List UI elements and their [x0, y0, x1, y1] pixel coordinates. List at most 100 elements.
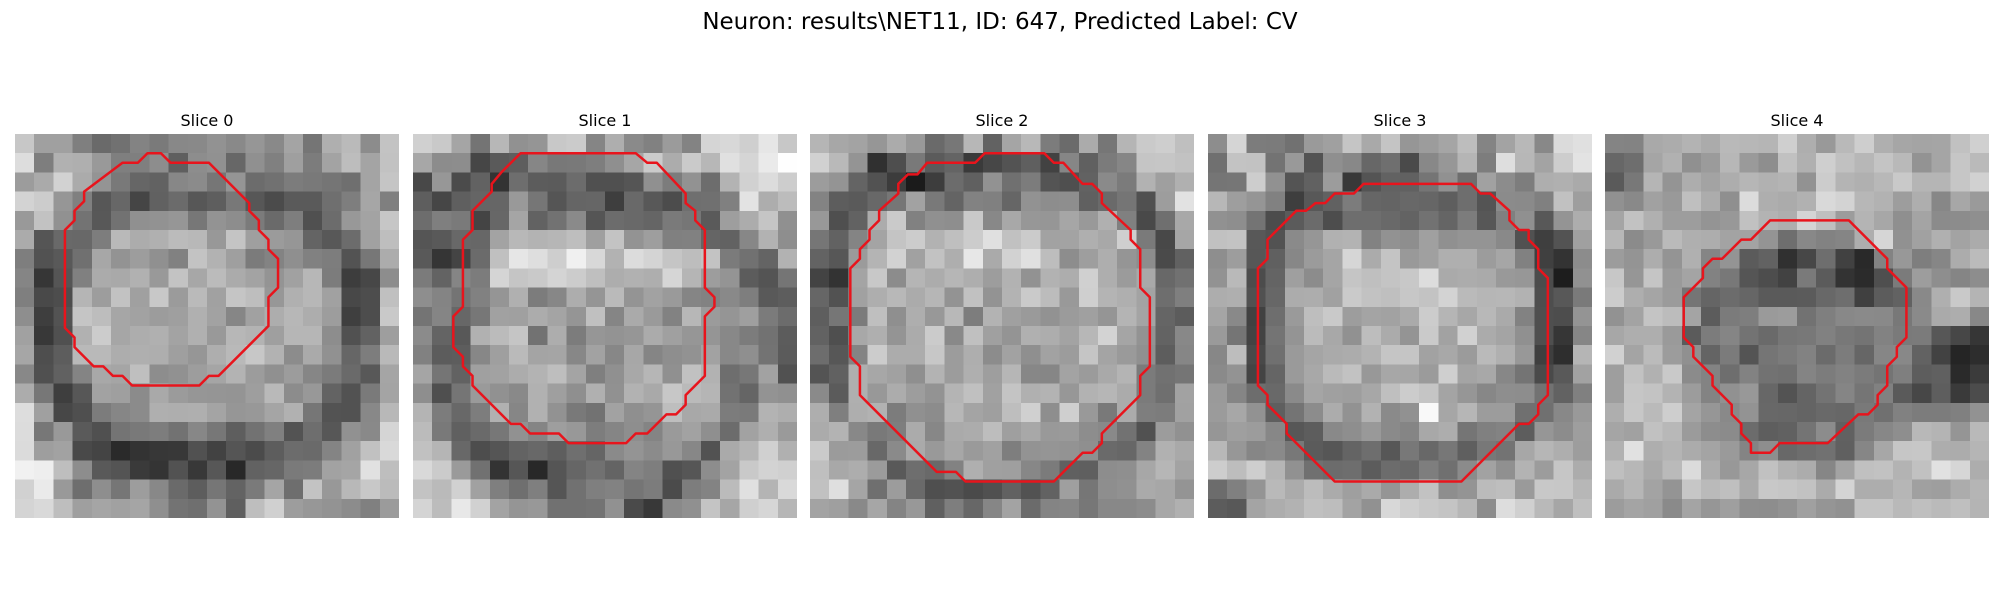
slice-4-pixel	[1701, 172, 1721, 192]
slice-2-pixel	[1021, 134, 1041, 154]
slice-4-pixel	[1777, 287, 1798, 308]
slice-1-pixel	[777, 498, 797, 518]
slice-2-pixel	[982, 230, 1003, 250]
slice-0-pixel	[187, 460, 208, 480]
slice-4-pixel	[1931, 210, 1951, 231]
slice-4-pixel	[1797, 172, 1817, 192]
slice-2-pixel	[829, 306, 849, 327]
slice-4-pixel	[1777, 364, 1798, 384]
slice-3-pixel	[1457, 153, 1478, 173]
slice-3-pixel	[1227, 383, 1247, 404]
slice-0-pixel	[245, 210, 265, 231]
slice-1-pixel	[470, 306, 491, 327]
slice-3-pixel	[1476, 441, 1497, 461]
slice-3-pixel	[1400, 364, 1420, 384]
slice-3-pixel	[1515, 134, 1535, 154]
slice-3-pixel	[1380, 134, 1401, 154]
slice-0-pixel	[187, 498, 208, 518]
slice-2-pixel	[1174, 402, 1194, 423]
slice-4-pixel	[1758, 326, 1779, 346]
slice-2-pixel	[906, 172, 926, 192]
slice-2-pixel	[1078, 134, 1099, 154]
slice-0-pixel	[360, 364, 381, 384]
slice-4-pixel	[1720, 479, 1740, 500]
slice-0-pixel	[72, 249, 93, 269]
slice-0-pixel	[53, 460, 73, 480]
slice-0-pixel	[149, 268, 169, 288]
slice-4-pixel	[1816, 479, 1836, 500]
slice-2-pixel	[867, 441, 888, 461]
slice-1-pixel	[605, 153, 625, 173]
slice-0-pixel	[111, 383, 131, 404]
slice-0-pixel	[341, 326, 361, 346]
slice-4-pixel	[1816, 460, 1836, 480]
slice-0-pixel	[341, 268, 361, 288]
slice-1-pixel	[605, 306, 625, 327]
slice-2-pixel	[867, 498, 888, 518]
slice-4-pixel	[1893, 364, 1913, 384]
slice-4-pixel	[1758, 460, 1779, 480]
slice-4-pixel	[1835, 383, 1855, 404]
slice-3-pixel	[1572, 364, 1592, 384]
slice-4-pixel	[1816, 249, 1836, 269]
slice-0-pixel	[149, 191, 169, 212]
slice-4-pixel	[1835, 191, 1855, 212]
slice-0-pixel	[226, 364, 246, 384]
slice-1-pixel	[758, 364, 779, 384]
slice-0-pixel	[149, 172, 169, 192]
slice-1-pixel	[528, 441, 548, 461]
slice-0-pixel	[303, 268, 323, 288]
slice-3-pixel	[1400, 268, 1420, 288]
slice-1-pixel	[643, 364, 663, 384]
slice-3-pixel	[1400, 134, 1420, 154]
slice-2-pixel	[1078, 306, 1099, 327]
slice-2-pixel	[925, 422, 945, 442]
slice-0-pixel	[322, 287, 342, 308]
slice-0-pixel	[168, 134, 189, 154]
slice-3-pixel	[1476, 172, 1497, 192]
slice-4-pixel	[1624, 230, 1644, 250]
slice-0-pixel	[303, 249, 323, 269]
slice-0-pixel	[130, 441, 150, 461]
slice-0-pixel	[111, 287, 131, 308]
slice-1-pixel	[720, 268, 740, 288]
slice-2-pixel	[1174, 172, 1194, 192]
slice-3-pixel	[1246, 287, 1266, 308]
slice-4-pixel	[1969, 306, 1989, 327]
slice-1-pixel	[470, 268, 491, 288]
slice-3-pixel	[1342, 402, 1362, 423]
slice-2-pixel	[1098, 210, 1118, 231]
slice-2-pixel	[1117, 479, 1137, 500]
slice-2-pixel	[1117, 345, 1137, 365]
slice-2-pixel	[1021, 479, 1041, 500]
slice-0-pixel	[207, 326, 227, 346]
slice-4-pixel	[1950, 441, 1971, 461]
slice-0-pixel	[360, 134, 381, 154]
slice-2-pixel	[1136, 479, 1156, 500]
slice-3-pixel	[1476, 210, 1497, 231]
slice-4-pixel	[1643, 498, 1663, 518]
slice-0-pixel	[283, 441, 304, 461]
slice-1-pixel	[739, 402, 759, 423]
slice-2-pixel	[886, 326, 907, 346]
slice-0-pixel	[207, 479, 227, 500]
slice-1-pixel	[566, 345, 587, 365]
slice-2-pixel	[1059, 498, 1080, 518]
slice-2-pixel	[829, 287, 849, 308]
slice-1-pixel	[739, 479, 759, 500]
slice-1-pixel	[720, 249, 740, 269]
slice-3-pixel	[1476, 249, 1497, 269]
slice-1-pixel	[451, 326, 471, 346]
slice-3-pixel	[1304, 306, 1324, 327]
slice-2-pixel	[1174, 153, 1194, 173]
slice-2-pixel	[1021, 172, 1041, 192]
slice-0-pixel	[264, 364, 285, 384]
slice-3-pixel	[1515, 287, 1535, 308]
slice-3-pixel	[1265, 306, 1286, 327]
slice-1-pixel	[413, 210, 433, 231]
slice-4-pixel	[1854, 345, 1875, 365]
slice-3-pixel	[1419, 498, 1439, 518]
slice-0-pixel	[207, 306, 227, 327]
slice-4-pixel	[1643, 191, 1663, 212]
slice-2-pixel	[1136, 172, 1156, 192]
